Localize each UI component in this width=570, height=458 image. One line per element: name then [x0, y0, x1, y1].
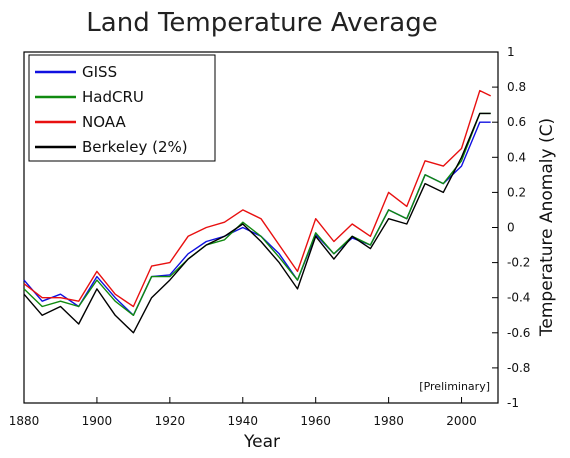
x-tick-label: 1880 — [9, 414, 40, 428]
y-tick-label: -0.8 — [507, 361, 530, 375]
legend-label: Berkeley (2%) — [82, 138, 188, 156]
y-tick-label: 1 — [507, 45, 515, 59]
y-tick-label: -0.6 — [507, 326, 530, 340]
series-line-noaa — [23, 89, 492, 308]
y-tick-label: 0.2 — [507, 185, 526, 199]
x-tick-label: 1980 — [373, 414, 404, 428]
y-tick-label: 0.8 — [507, 80, 526, 94]
legend-label: HadCRU — [82, 88, 144, 106]
legend: GISS HadCRU NOAA Berkeley (2%) — [28, 54, 216, 162]
y-tick-label: 0 — [507, 221, 515, 235]
chart-title: Land Temperature Average — [86, 8, 437, 38]
x-axis-ticks: 1880 1900 1920 1940 1960 1980 2000 — [9, 397, 477, 428]
y-tick-label: -1 — [507, 396, 519, 410]
x-tick-label: 1960 — [300, 414, 331, 428]
legend-label: GISS — [82, 63, 117, 81]
x-tick-label: 2000 — [446, 414, 477, 428]
x-tick-label: 1920 — [155, 414, 186, 428]
y-tick-label: 0.4 — [507, 150, 526, 164]
legend-label: NOAA — [82, 113, 126, 131]
y-tick-label: -0.4 — [507, 291, 530, 305]
preliminary-annotation: [Preliminary] — [419, 380, 490, 393]
x-tick-label: 1900 — [82, 414, 113, 428]
y-axis-label: Temperature Anomaly (C) — [537, 118, 557, 337]
y-tick-label: 0.6 — [507, 115, 526, 129]
series-line-berkeley-2 — [23, 112, 491, 334]
x-tick-label: 1940 — [227, 414, 258, 428]
y-axis-ticks: -1 -0.8 -0.6 -0.4 -0.2 0 0.2 0.4 0.6 0.8 1 — [492, 45, 530, 410]
x-axis-label: Year — [243, 432, 280, 452]
series-line-hadcru — [23, 112, 491, 316]
series-lines — [23, 89, 492, 334]
y-tick-label: -0.2 — [507, 256, 530, 270]
